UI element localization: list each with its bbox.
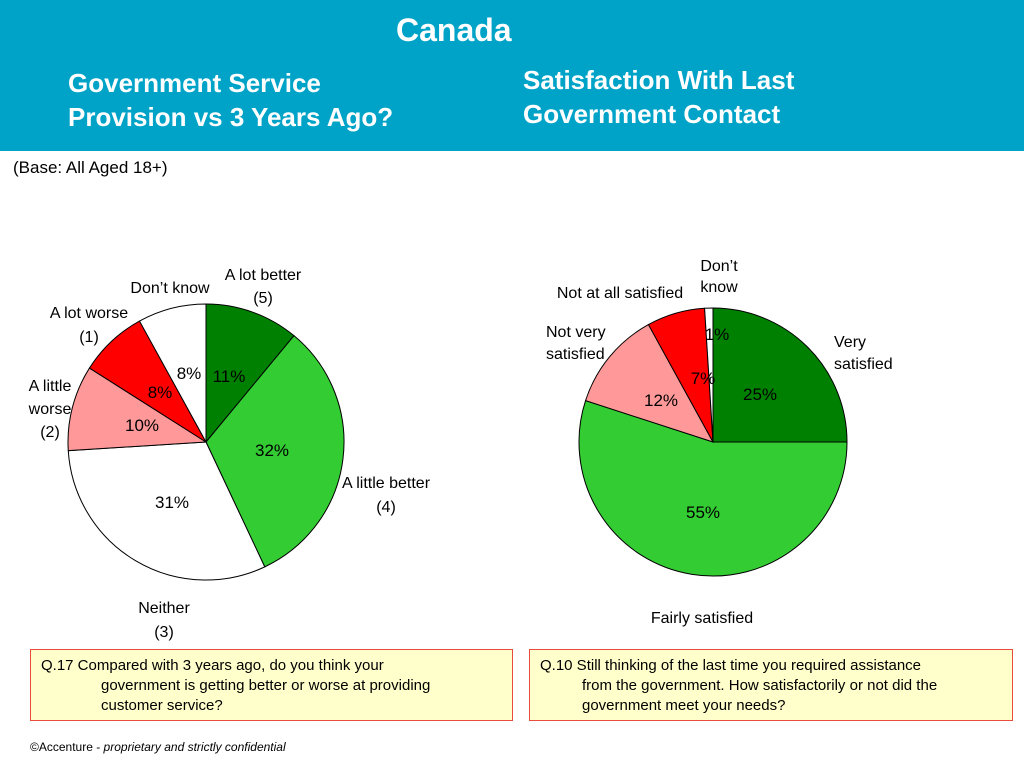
pie-left-label-a-little-better: A little better (4) [342, 475, 431, 516]
pie-right-label-not-at-all-satisfied: Not at all satisfied [557, 285, 683, 302]
pie-left-slice-5 [138, 303, 207, 443]
pie-left-pct-a-little-better: 32% [255, 441, 289, 460]
pie-chart-right [578, 307, 848, 577]
pie-right-label-dont-know: Don’t know [700, 258, 738, 296]
question-right-line-1: Q.10 Still thinking of the last time you… [540, 657, 922, 674]
question-left-line-3: customer service? [101, 697, 223, 714]
pie-right-pct-not-very-satisfied: 12% [644, 391, 678, 410]
right-chart-title: Satisfaction With Last Government Contac… [523, 65, 795, 129]
pie-right-label-not-very-satisfied: Not very satisfied [546, 324, 606, 363]
question-box-left: Q.17 Compared with 3 years ago, do you t… [30, 649, 513, 721]
pie-left-slice-0 [205, 303, 295, 444]
pie-right-slice-1 [578, 399, 848, 577]
header-banner: Canada Government Service Provision vs 3… [0, 0, 1024, 151]
footer: ©Accenture - proprietary and strictly co… [30, 740, 286, 754]
pie-left-pct-a-lot-worse: 8% [148, 383, 173, 402]
pie-left-label-dont-know: Don’t know [130, 280, 210, 297]
pie-left-label-a-little-worse: A little worse (2) [28, 378, 72, 441]
question-box-right: Q.10 Still thinking of the last time you… [529, 649, 1013, 721]
pie-left-slice-3 [67, 367, 208, 452]
footer-confidential: proprietary and strictly confidential [103, 740, 286, 754]
pie-left-label-a-lot-worse: A lot worse (1) [50, 305, 128, 346]
footer-copyright: ©Accenture - [30, 740, 104, 754]
pie-right-slice-4 [704, 307, 714, 443]
question-left-line-1: Q.17 Compared with 3 years ago, do you t… [41, 657, 384, 674]
pie-left-pct-a-lot-better: 11% [213, 367, 246, 386]
pie-left-label-a-lot-better: A lot better (5) [225, 267, 302, 307]
pie-left-pct-dont-know: 8% [177, 364, 202, 383]
pie-left-slice-1 [205, 334, 345, 568]
pie-right-pct-very-satisfied: 25% [743, 385, 777, 404]
pie-right-label-fairly-satisfied: Fairly satisfied [651, 610, 753, 627]
pie-right-pct-fairly-satisfied: 55% [686, 503, 720, 522]
pie-chart-left [67, 303, 345, 581]
left-chart-title: Government Service Provision vs 3 Years … [68, 68, 394, 132]
pie-right-label-very-satisfied: Very satisfied [834, 334, 893, 373]
pie-right-pct-dont-know: 1% [705, 325, 730, 344]
question-left-line-2: government is getting better or worse at… [101, 677, 431, 694]
pie-left-pct-neither: 31% [155, 493, 189, 512]
country-title: Canada [396, 12, 512, 48]
pie-left-pct-a-little-worse: 10% [125, 416, 159, 435]
pie-charts: A lot better (5) A little better (4) Neith… [28, 258, 893, 641]
pie-left-label-neither: Neither (3) [138, 600, 190, 641]
pie-right-slice-2 [584, 323, 715, 443]
pie-left-slice-2 [67, 441, 266, 581]
pie-right-pct-not-at-all-satisfied: 7% [691, 369, 716, 388]
base-note: (Base: All Aged 18+) [13, 158, 168, 177]
question-right-line-3: government meet your needs? [582, 697, 786, 714]
pie-right-slice-0 [712, 307, 848, 443]
question-right-line-2: from the government. How satisfactorily … [582, 677, 938, 694]
